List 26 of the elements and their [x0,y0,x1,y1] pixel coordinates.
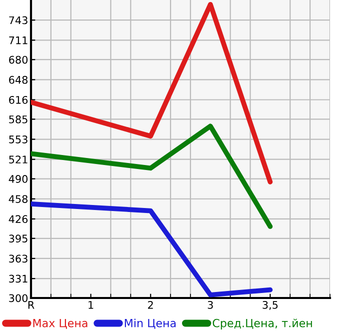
y-tick-label: 711 [9,36,28,44]
y-tick-label: 395 [9,234,28,243]
y-tick-label: 490 [8,175,28,183]
y-tick-label: 331 [9,274,28,283]
line-series [31,124,273,229]
y-tick-label: 426 [8,215,28,224]
line-series [31,2,273,184]
y-tick-label: 616 [9,96,28,104]
y-tick-label: 300 [9,294,28,302]
y-tick-label: 680 [9,56,28,64]
line-series [31,201,273,298]
y-tick-label: 553 [9,136,28,144]
y-tick-label: 585 [9,115,28,124]
legend-label: Сред.Цена, т.йен [212,318,312,330]
y-tick-label: 458 [8,195,28,203]
x-tick-label: 1 [88,301,94,309]
y-tick-label: 743 [9,16,28,24]
x-tick-label: 2 [148,300,153,309]
x-tick-label: 3 [208,300,213,309]
legend-label: Max Цена [33,319,88,329]
legend-label: Min Цена [124,318,176,329]
x-tick-label: R [28,301,34,309]
y-tick-label: 363 [9,254,28,263]
y-tick-label: 648 [9,76,28,84]
x-tick-label: 3,5 [262,300,278,310]
y-tick-label: 521 [9,156,28,164]
